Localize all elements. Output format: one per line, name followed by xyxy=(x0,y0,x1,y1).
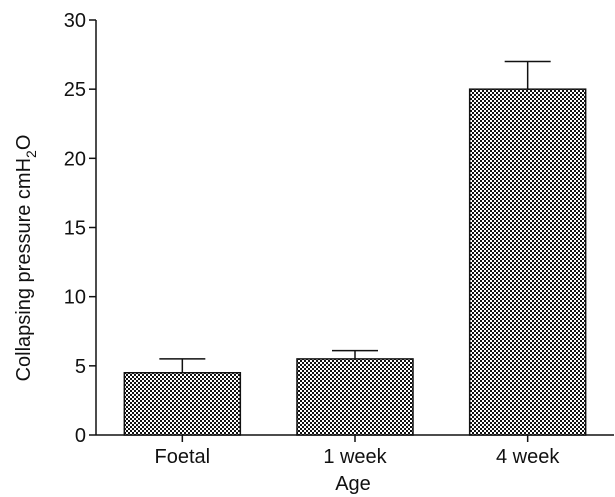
bar-2 xyxy=(468,88,587,436)
y-tick-label-3: 15 xyxy=(64,218,86,240)
y-tick-label-2: 10 xyxy=(64,287,86,309)
bar-0 xyxy=(123,372,242,436)
x-tick-label-0: Foetal xyxy=(155,446,211,468)
x-axis-label: Age xyxy=(335,473,371,495)
x-axis: Foetal 1 week 4 week xyxy=(96,434,614,468)
y-axis-label: Collapsing pressure cmH2O xyxy=(13,135,39,382)
bars xyxy=(123,60,587,436)
y-tick-label-4: 20 xyxy=(64,148,86,170)
y-axis-label-subscript: 2 xyxy=(23,150,39,158)
x-tick-label-2: 4 week xyxy=(496,446,560,468)
y-tick-label-5: 25 xyxy=(64,79,86,101)
y-axis: 0 5 10 15 20 25 30 xyxy=(64,10,97,447)
y-axis-label-suffix: O xyxy=(13,135,35,151)
y-tick-label-0: 0 xyxy=(75,425,86,447)
y-tick-label-6: 30 xyxy=(64,10,86,32)
bar-1 xyxy=(296,358,414,436)
x-tick-label-1: 1 week xyxy=(323,446,387,468)
y-axis-label-main: Collapsing pressure cmH xyxy=(13,158,35,381)
y-tick-label-1: 5 xyxy=(75,356,86,378)
